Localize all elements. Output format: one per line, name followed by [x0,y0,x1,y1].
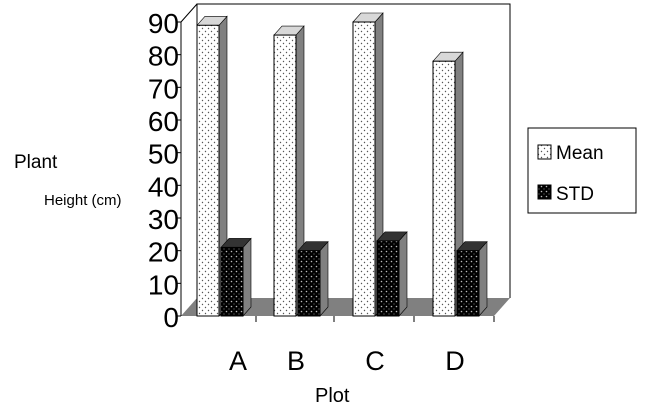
axis-depth-line [180,3,198,23]
y-tick-label: 80 [148,41,179,72]
bar-mean-B [273,25,305,317]
x-axis-label: Plot [315,385,350,407]
bar-mean-D [432,51,464,317]
y-axis-label-line1: Plant [14,152,58,173]
x-tick-label-C: C [365,346,385,376]
y-tick-label: 90 [148,8,179,39]
bar-std-C [376,231,408,317]
x-tick-label-D: D [445,346,465,376]
legend-mean-label: Mean [556,143,604,164]
y-tick-label: 50 [148,139,179,170]
chart-floor [181,298,510,316]
x-tick-label-B: B [287,346,305,376]
y-tick-label: 10 [148,269,179,300]
y-tick-label: 20 [148,237,179,268]
bar-std-D [456,240,488,317]
legend-std-label: STD [556,184,594,205]
y-axis-label-line2: Height (cm) [44,192,122,209]
y-tick-label: 40 [148,171,179,202]
y-tick-label: 30 [148,204,179,235]
y-tick-label: 0 [163,302,179,333]
legend: Mean STD [527,127,637,214]
bar-std-B [297,240,329,317]
y-tick-label: 70 [148,73,179,104]
x-tick-label-A: A [229,346,247,376]
y-tick-label: 60 [148,106,179,137]
legend-std-swatch [537,184,552,200]
bar-std-A [220,237,252,317]
bar-mean-A [196,15,228,317]
legend-mean-swatch [537,144,552,160]
